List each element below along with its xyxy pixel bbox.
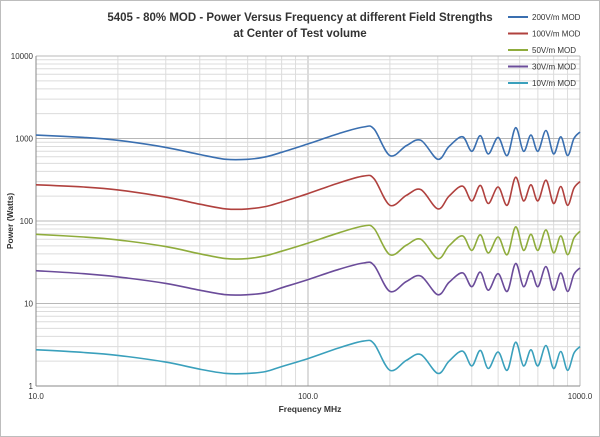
y-tick-label: 1000 <box>15 135 33 144</box>
x-tick-label: 1000.0 <box>568 392 593 401</box>
series-line-200v-m-mod <box>35 125 581 161</box>
legend-label: 100V/m MOD <box>532 30 581 39</box>
chart-title: 5405 - 80% MOD - Power Versus Frequency … <box>107 12 492 24</box>
x-tick-label: 10.0 <box>28 392 44 401</box>
legend: 200V/m MOD 100V/m MOD 50V/m MOD 30V/m MOD 10… <box>508 13 581 88</box>
y-axis-label: Power (Watts) <box>5 193 15 250</box>
chart-subtitle: at Center of Test volume <box>233 28 366 40</box>
series-line-10v-m-mod <box>35 339 581 375</box>
tick-labels: 10.0 100.0 1000.0 1 10 100 1000 10000 <box>11 52 593 401</box>
y-tick-label: 10000 <box>11 52 34 61</box>
grid <box>35 55 581 387</box>
legend-label: 30V/m MOD <box>532 63 576 72</box>
series-line-30v-m-mod <box>35 261 581 296</box>
y-tick-label: 1 <box>29 382 34 391</box>
x-tick-label: 100.0 <box>298 392 319 401</box>
series-line-100v-m-mod <box>35 174 581 211</box>
y-tick-label: 100 <box>20 217 34 226</box>
x-axis-label: Frequency MHz <box>279 404 342 414</box>
series-lines <box>35 125 581 375</box>
y-tick-label: 10 <box>24 300 33 309</box>
legend-label: 10V/m MOD <box>532 79 576 88</box>
series-line-50v-m-mod <box>35 224 581 260</box>
legend-label: 200V/m MOD <box>532 13 581 22</box>
legend-label: 50V/m MOD <box>532 46 576 55</box>
